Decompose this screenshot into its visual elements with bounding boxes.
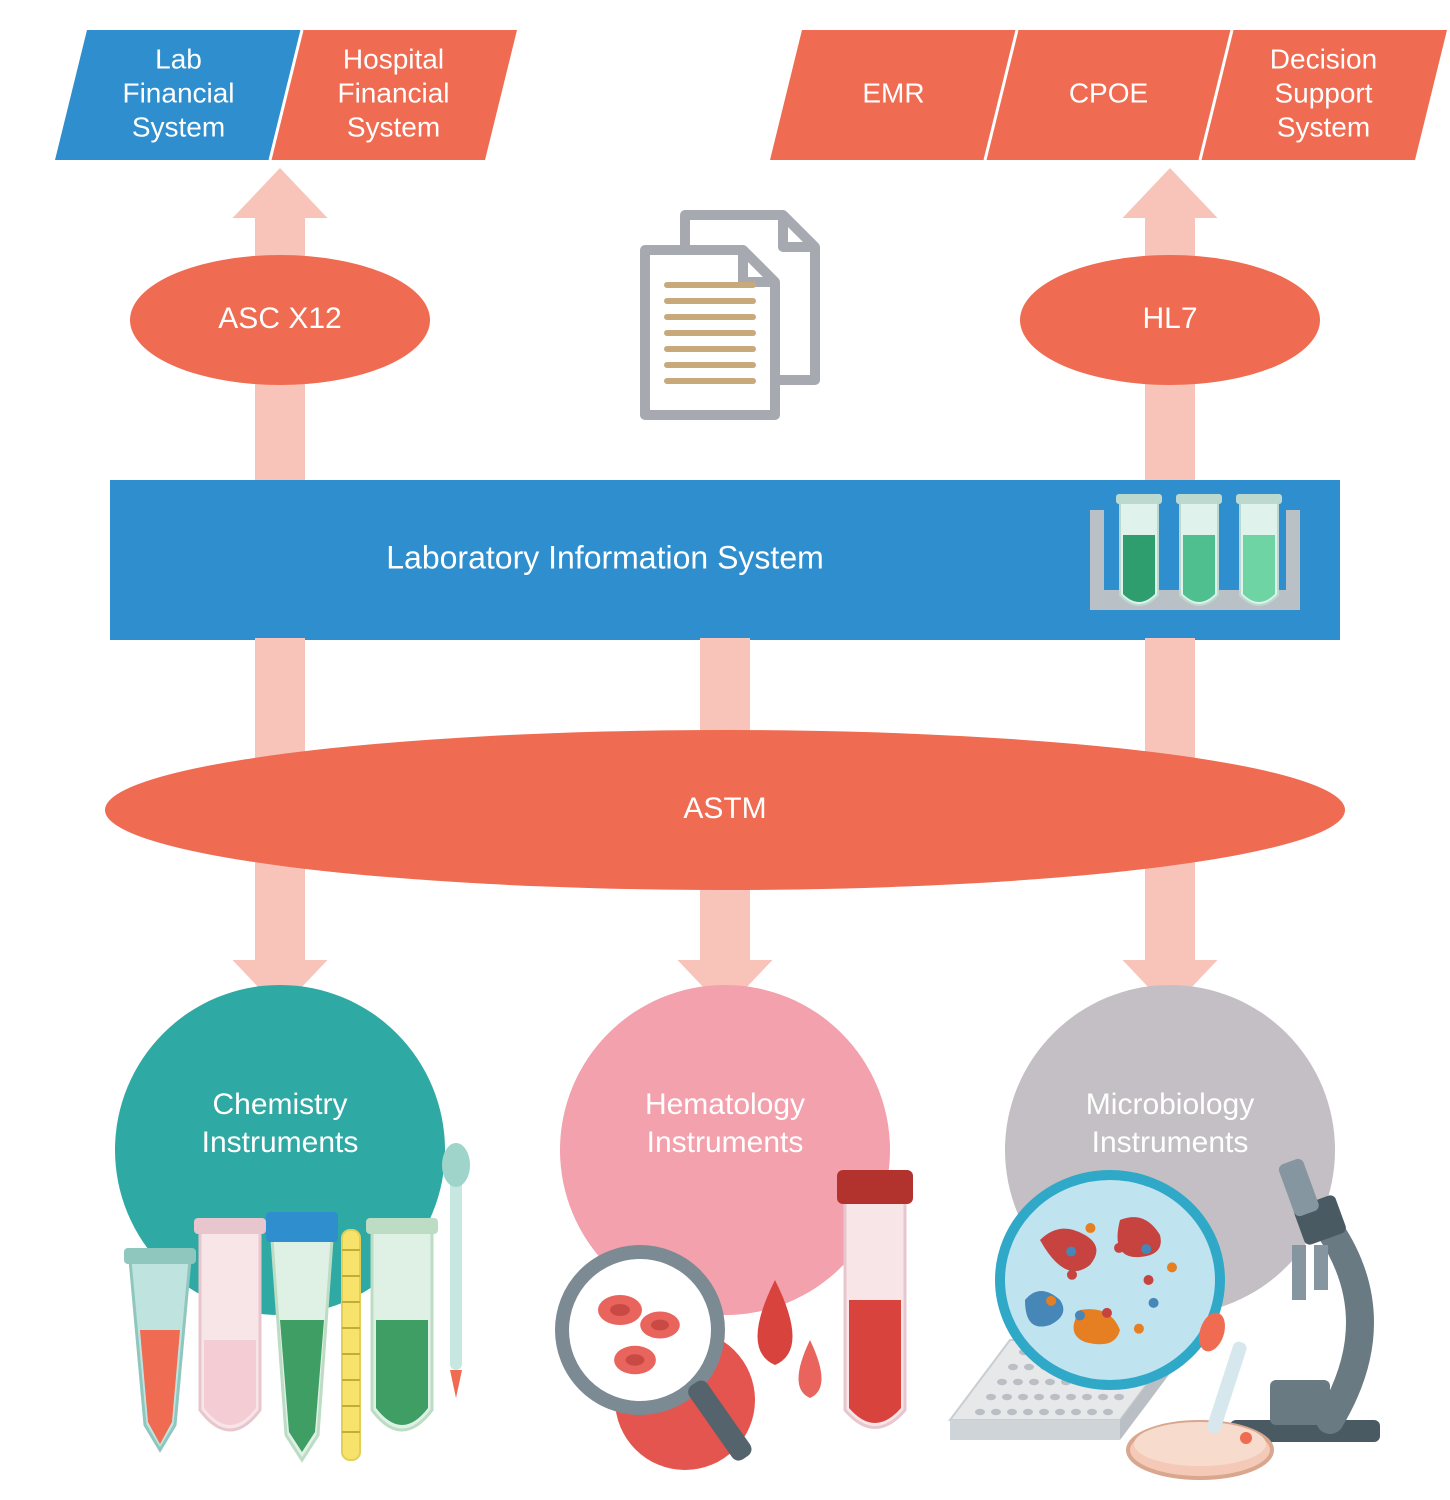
test-tube-rack-icon [1090,494,1300,610]
label-emr-line0: EMR [862,77,924,108]
label-chem-line1: Instruments [202,1126,359,1159]
label-micro-line0: Microbiology [1086,1088,1254,1121]
label-dss: DecisionSupportSystem [1270,43,1377,142]
label-emr: EMR [862,77,924,108]
label-cpoe-line0: CPOE [1069,77,1148,108]
label-dss-line2: System [1277,111,1370,142]
label-micro-line1: Instruments [1092,1126,1249,1159]
label-astm: ASTM [683,792,766,825]
label-lab-fin-line2: System [132,111,225,142]
label-hema-line0: Hematology [645,1088,805,1121]
lis-diagram: LabFinancialSystemHospitalFinancialSyste… [0,0,1450,1500]
label-hosp-fin-line1: Financial [337,77,449,108]
microbiology-instruments-icon [950,1157,1380,1478]
label-dss-line0: Decision [1270,43,1377,74]
label-chem-line0: Chemistry [212,1088,347,1121]
label-cpoe: CPOE [1069,77,1148,108]
label-lis: Laboratory Information System [386,539,824,575]
label-hosp-fin: HospitalFinancialSystem [337,43,449,142]
label-hl7: HL7 [1142,302,1197,335]
label-ascx12: ASC X12 [218,302,341,335]
label-lab-fin-line1: Financial [122,77,234,108]
label-lab-fin-line0: Lab [155,43,202,74]
label-hosp-fin-line0: Hospital [343,43,444,74]
label-hema-line1: Instruments [647,1126,804,1159]
label-dss-line1: Support [1274,77,1372,108]
documents-icon [645,215,815,415]
label-hosp-fin-line2: System [347,111,440,142]
